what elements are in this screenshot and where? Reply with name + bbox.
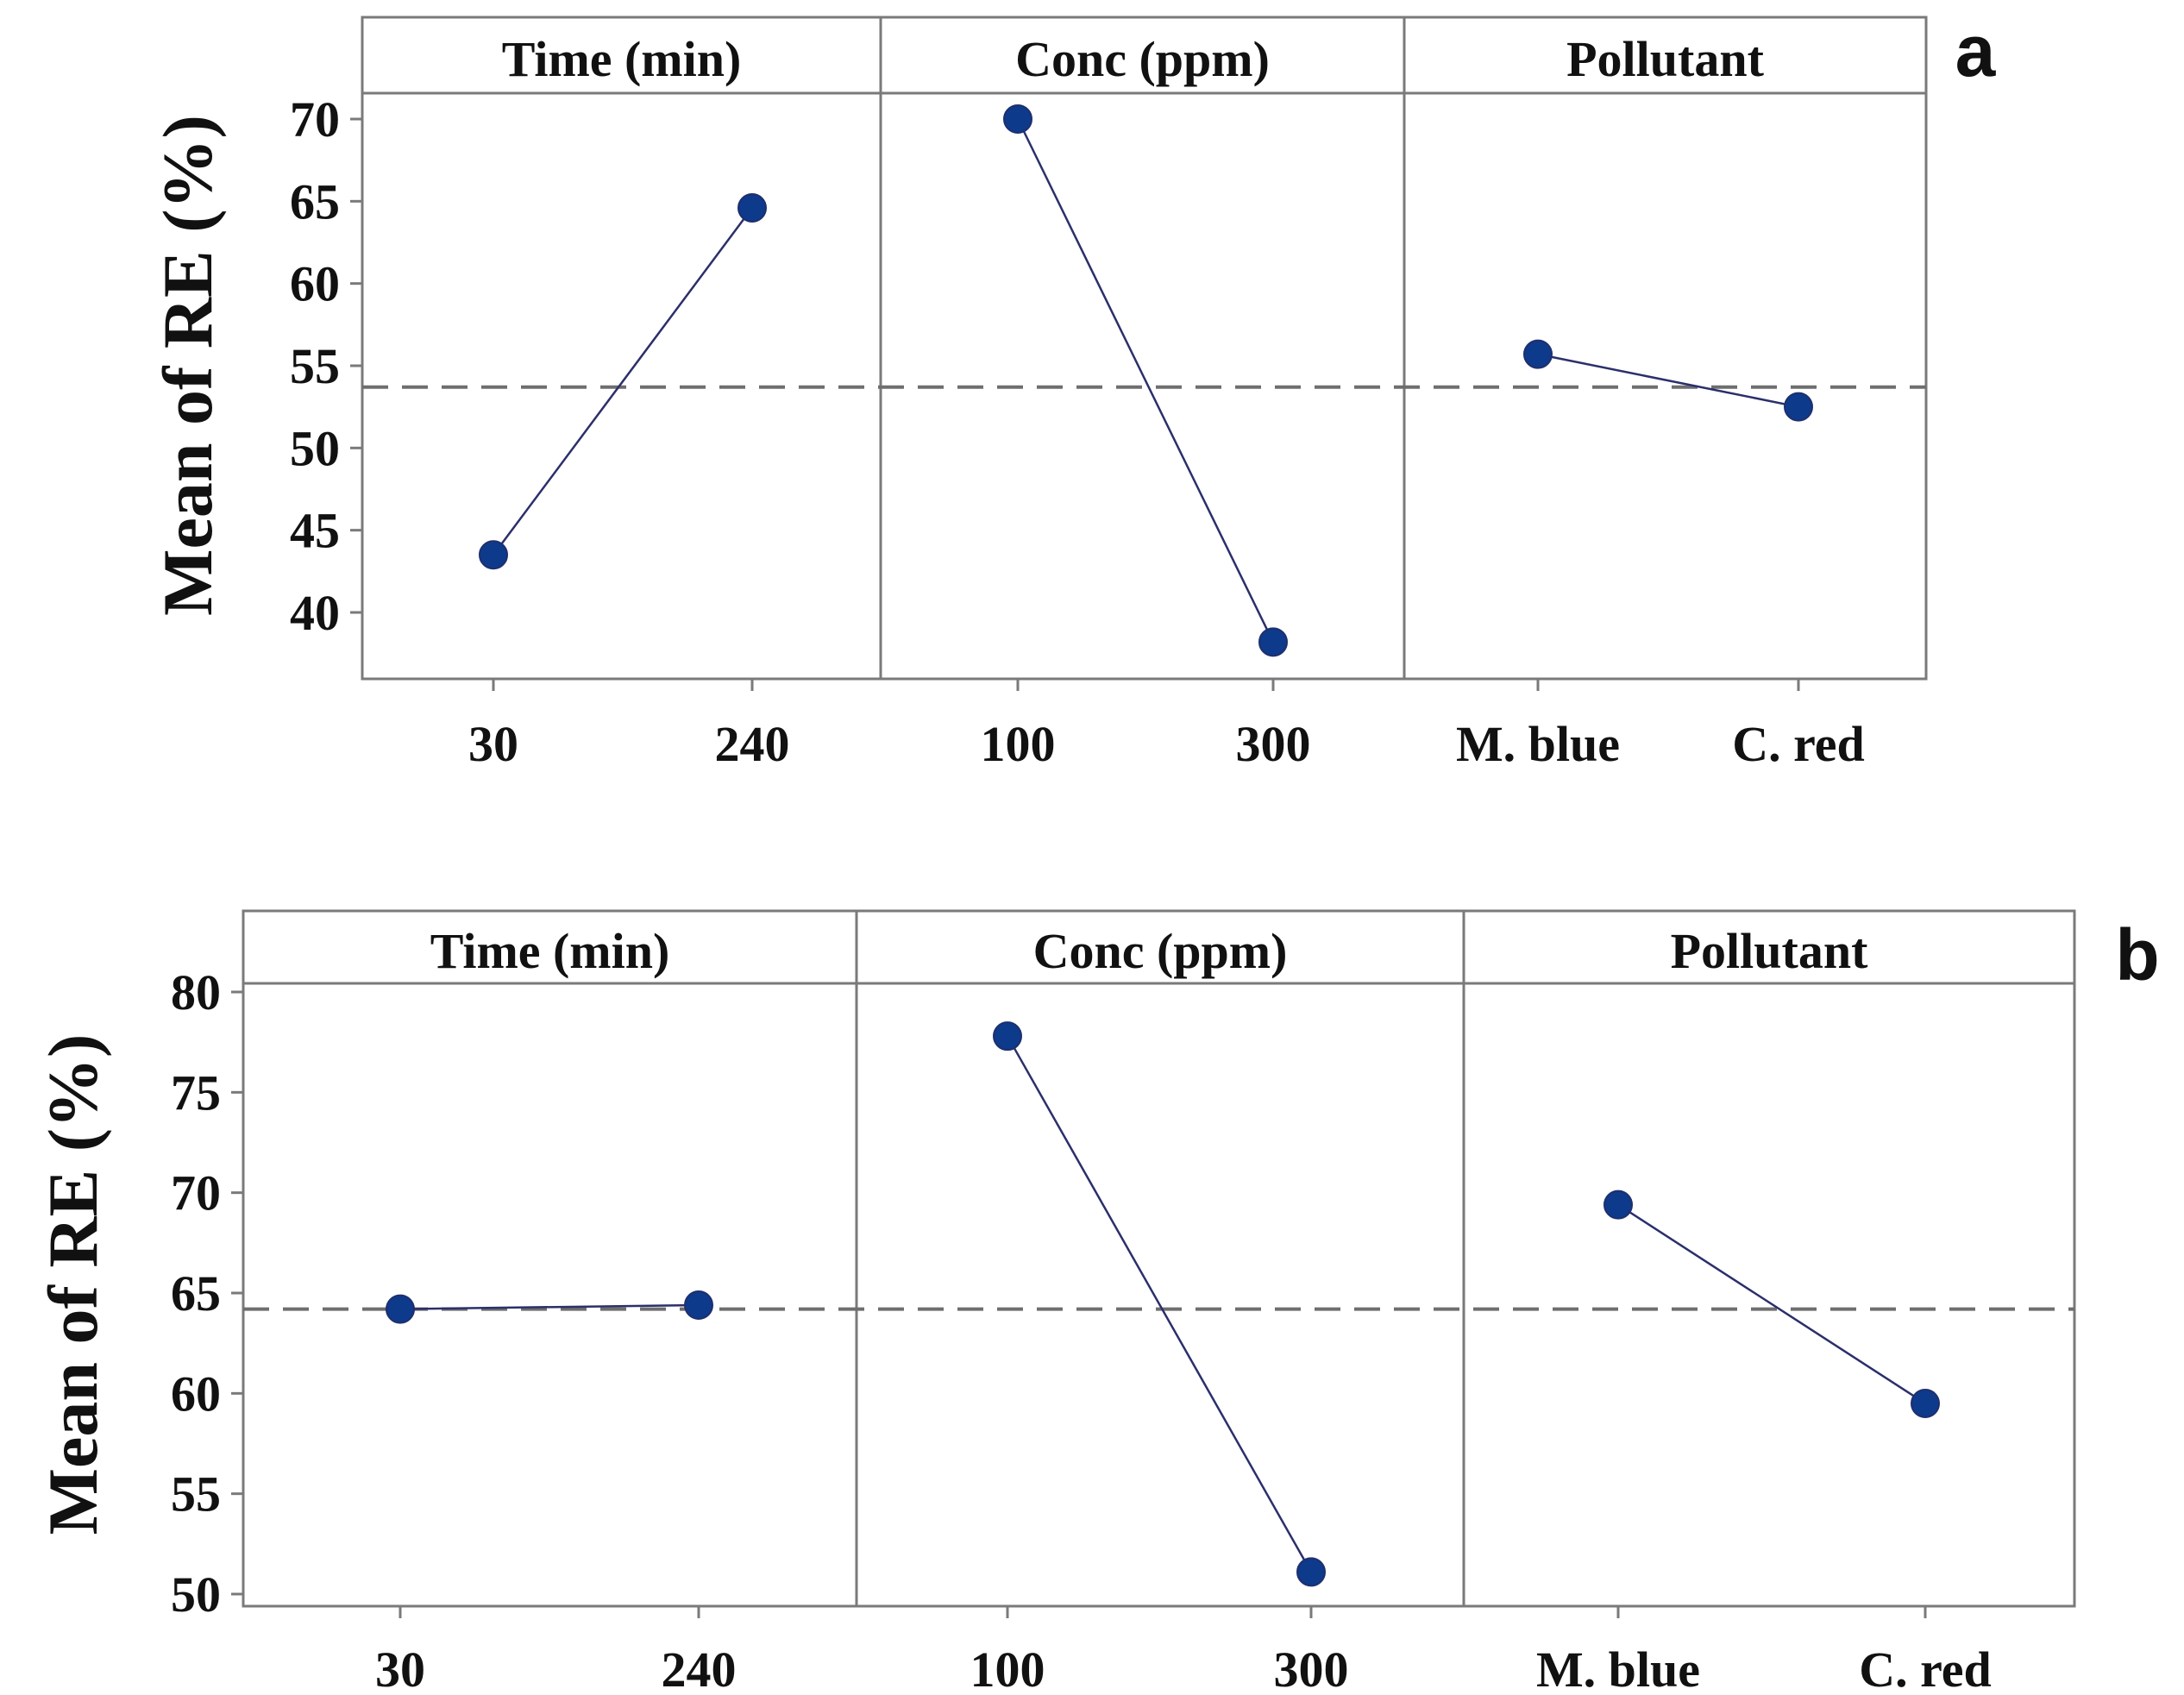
x-tick-label: 30 (468, 716, 518, 772)
y-tick-label: 70 (171, 1165, 221, 1221)
main-effect-line (1006, 1035, 1313, 1573)
y-tick-label: 55 (171, 1466, 221, 1522)
main-effect-line (1617, 1203, 1926, 1405)
x-tick-label: 240 (715, 716, 790, 772)
y-tick-label: 65 (171, 1265, 221, 1321)
panel-letter: a (1955, 10, 1997, 91)
facet-header-label: Conc (ppm) (1015, 31, 1270, 87)
facet-header-label: Time (min) (430, 923, 670, 979)
facet-header-label: Conc (ppm) (1033, 923, 1288, 979)
data-point (684, 1290, 713, 1320)
x-tick-label: M. blue (1536, 1642, 1700, 1695)
data-point (993, 1021, 1022, 1052)
y-tick-label: 60 (290, 256, 340, 312)
data-point (1258, 627, 1288, 657)
data-point (1911, 1388, 1940, 1418)
y-tick-label: 55 (290, 338, 340, 394)
data-point (1003, 104, 1032, 134)
y-tick-label: 80 (171, 964, 221, 1020)
facet-header-label: Time (min) (502, 31, 742, 87)
panel-a: 40 45 50 55 60 65 70 Mean of RE (%) Time (min) 30… (148, 10, 1997, 772)
main-effect-line (1537, 353, 1799, 408)
x-tick-label: 300 (1236, 716, 1311, 772)
data-point (1296, 1557, 1326, 1587)
y-axis-label: Mean of RE (%) (148, 115, 227, 616)
data-point (479, 540, 508, 570)
data-point (1603, 1190, 1633, 1220)
data-point (1523, 339, 1553, 369)
x-tick-label: 100 (981, 716, 1056, 772)
panel-frame (361, 16, 1928, 681)
main-effect-line (492, 207, 754, 556)
x-tick-label: M. blue (1456, 716, 1620, 772)
data-point (1784, 392, 1813, 422)
x-tick-label: C. red (1859, 1642, 1992, 1695)
facet-header-label: Pollutant (1671, 923, 1868, 979)
main-effect-line (399, 1303, 700, 1310)
facet-header-label: Pollutant (1566, 31, 1764, 87)
panel-letter: b (2115, 914, 2159, 995)
y-tick-label: 75 (171, 1064, 221, 1121)
y-axis-label: Mean of RE (%) (34, 1034, 112, 1535)
y-tick-label: 45 (290, 503, 340, 559)
data-point (386, 1294, 415, 1324)
x-tick-label: 240 (662, 1642, 737, 1695)
y-tick-label: 70 (290, 91, 340, 148)
y-tick-label: 65 (290, 173, 340, 229)
y-tick-label: 40 (290, 585, 340, 641)
main-effect-line (1016, 118, 1275, 643)
y-tick-label: 50 (290, 420, 340, 476)
data-point (737, 192, 767, 223)
y-tick-label: 50 (171, 1566, 221, 1623)
x-tick-label: C. red (1732, 716, 1865, 772)
panel-frame (242, 909, 2076, 1608)
panel-b: 50 55 60 65 70 75 80 Mean of RE (%) Time (min) 30… (34, 909, 2160, 1695)
x-tick-label: 100 (970, 1642, 1045, 1695)
y-tick-label: 60 (171, 1365, 221, 1422)
x-tick-label: 300 (1274, 1642, 1349, 1695)
x-tick-label: 30 (375, 1642, 425, 1695)
